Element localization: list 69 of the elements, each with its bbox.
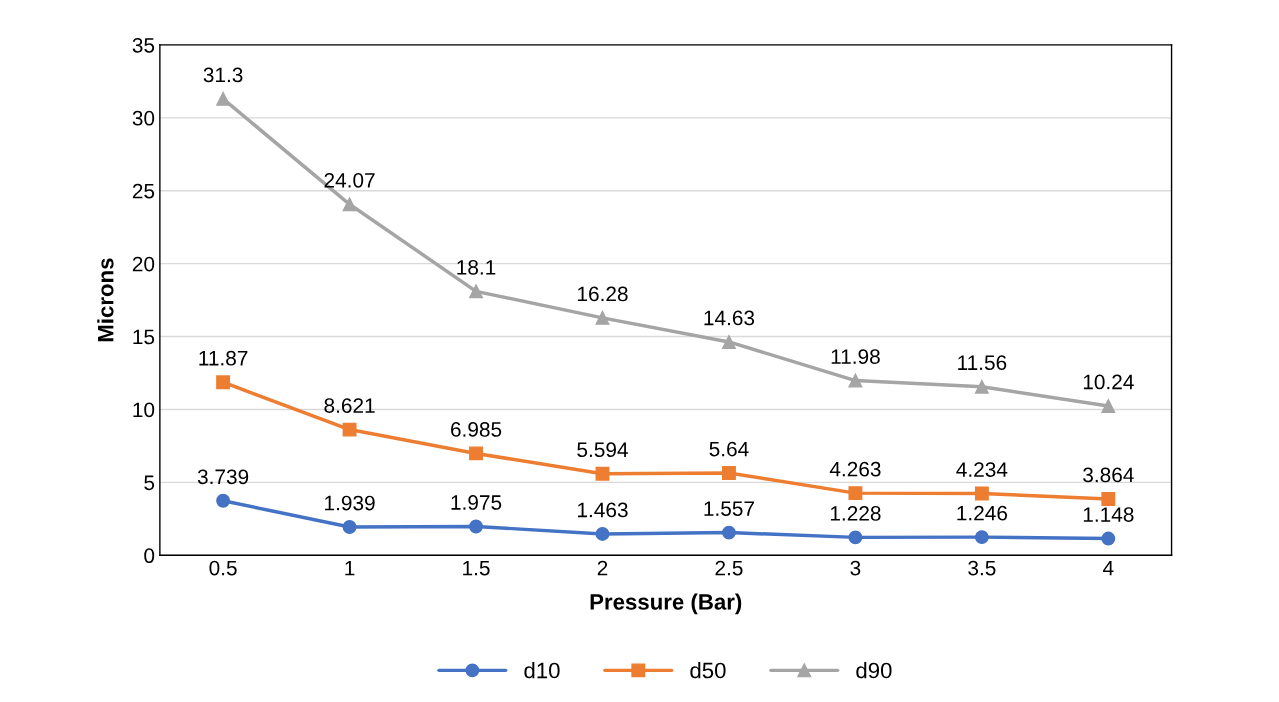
point: [342, 197, 357, 212]
x-tick-label: 1.5: [463, 560, 490, 576]
x-tick-label: 2: [597, 560, 608, 576]
data-label: 1.557: [704, 501, 754, 516]
data-label: 1.148: [1083, 507, 1134, 522]
x-tick-label: 3: [850, 560, 861, 576]
point: [722, 525, 736, 540]
point: [974, 530, 989, 545]
data-label: 11.87: [199, 350, 248, 366]
data-label: 1.246: [957, 505, 1008, 521]
data-label: 5.64: [709, 441, 749, 457]
point: [595, 527, 610, 541]
data-label: 10.24: [1083, 374, 1134, 390]
data-label: 1.975: [451, 495, 502, 510]
point: [1101, 491, 1116, 506]
data-label: 3.864: [1083, 467, 1134, 483]
data-label: 18.1: [457, 259, 496, 275]
legend-label: d10: [524, 662, 560, 679]
y-tick-label: 0: [144, 548, 155, 564]
data-label: 16.28: [578, 286, 628, 302]
point: [595, 310, 610, 325]
data-label: 6.985: [451, 422, 502, 437]
point: [469, 519, 483, 534]
x-axis-title: Pressure (Bar): [590, 593, 742, 615]
point: [595, 466, 610, 481]
x-tick-label: 1: [345, 560, 355, 576]
y-tick-label: 20: [132, 256, 155, 272]
point: [469, 284, 483, 299]
point: [1101, 399, 1116, 413]
point: [848, 486, 863, 501]
data-label: 24.07: [324, 172, 375, 188]
x-tick-label: 2.5: [715, 560, 743, 576]
y-tick-label: 15: [133, 329, 155, 345]
point: [342, 520, 357, 534]
y-tick-label: 10: [133, 402, 155, 418]
y-tick-label: 25: [132, 183, 155, 199]
legend-label: d90: [856, 662, 892, 679]
point: [848, 373, 863, 388]
data-label: 3.739: [197, 469, 249, 485]
point: [216, 493, 231, 508]
point: [216, 375, 231, 390]
data-label: 11.56: [958, 355, 1007, 371]
x-tick-label: 0.5: [209, 560, 237, 576]
point: [974, 379, 989, 394]
point: [1101, 531, 1116, 546]
x-tick-label: 4: [1103, 560, 1114, 576]
point: [848, 530, 863, 545]
data-label: 1.939: [325, 495, 375, 511]
data-label: 31.3: [203, 67, 243, 83]
point: [342, 422, 357, 437]
data-label: 1.228: [830, 506, 881, 521]
data-label: 5.594: [577, 442, 628, 458]
y-tick-label: 5: [144, 475, 155, 491]
point: [974, 486, 989, 501]
y-axis-title: Microns: [97, 258, 114, 342]
data-label: 8.621: [324, 398, 375, 413]
point: [469, 446, 483, 461]
y-tick-label: 30: [132, 110, 155, 126]
data-label: 14.63: [704, 310, 755, 326]
point: [216, 91, 231, 106]
data-label: 11.98: [831, 349, 880, 364]
data-label: 4.263: [829, 461, 881, 477]
y-tick-label: 35: [132, 37, 155, 53]
x-tick-label: 3.5: [968, 560, 996, 576]
legend-label: d50: [690, 662, 726, 679]
data-label: 1.463: [578, 502, 628, 518]
point: [722, 335, 736, 349]
data-label: 4.234: [956, 462, 1008, 477]
point: [722, 466, 736, 480]
